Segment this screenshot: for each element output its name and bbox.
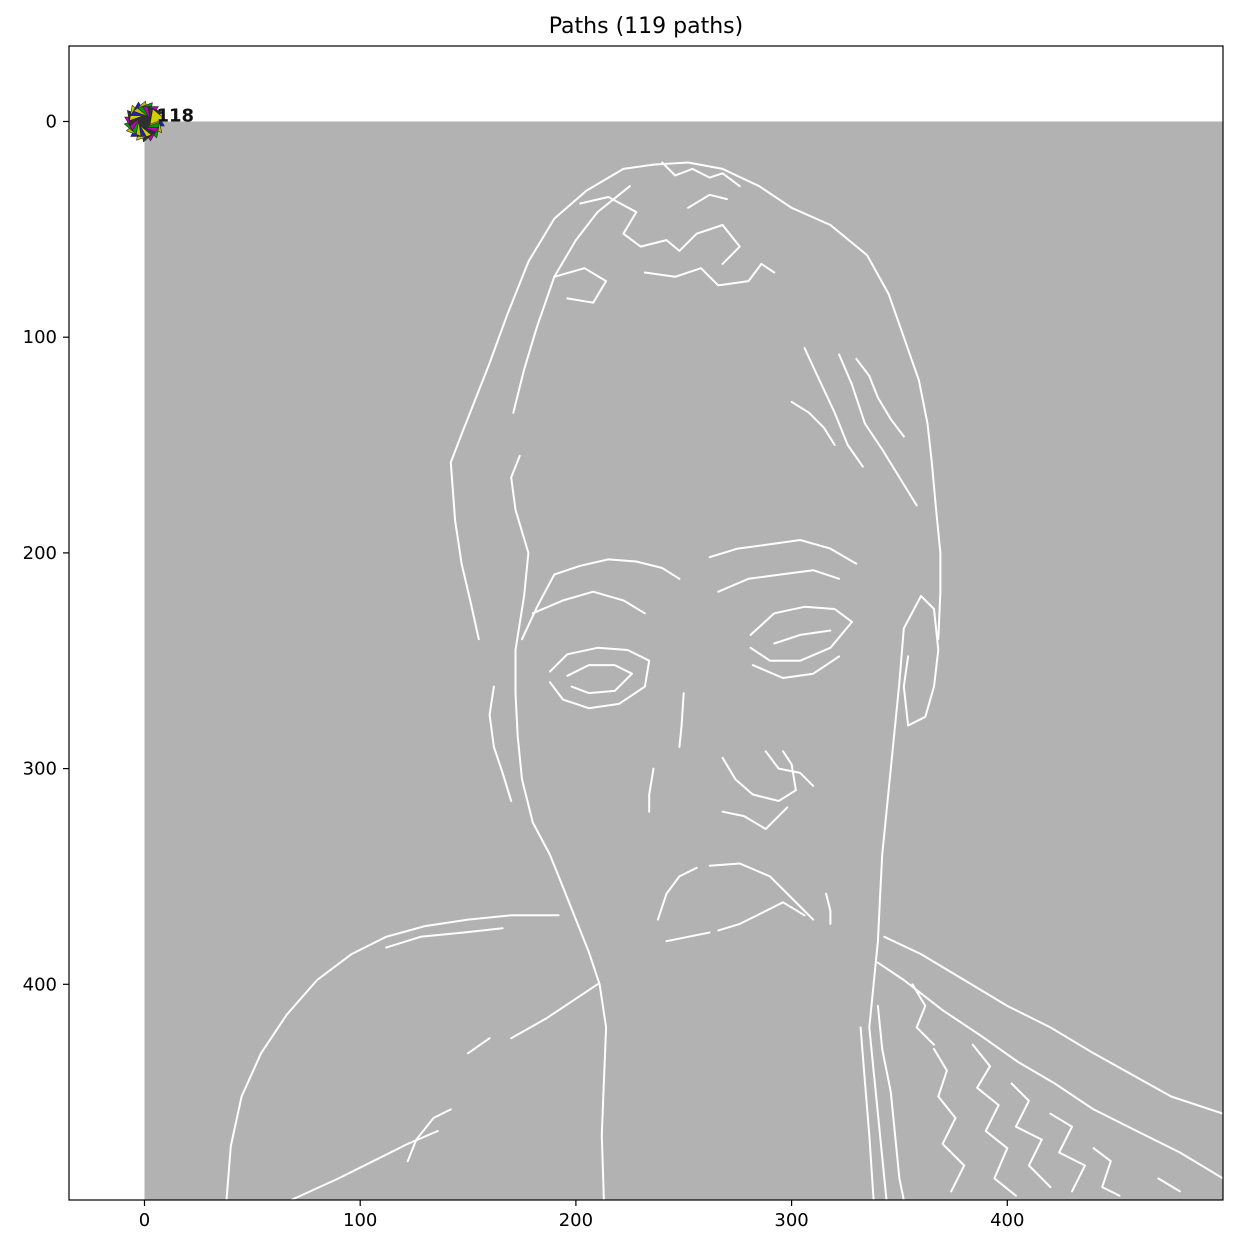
edge-path-head-right [652, 161, 942, 641]
edge-path-torso-line [876, 1004, 905, 1200]
edge-path-nose-left [648, 767, 655, 813]
edge-path-shoulder-left-2 [385, 927, 504, 949]
edge-path-shirt-texture-6 [1092, 1147, 1121, 1197]
edge-path-lip-right [825, 892, 832, 925]
image-background [144, 121, 1223, 1200]
edge-path-arm-left-2 [406, 1108, 452, 1163]
y-tick-label: 0 [46, 111, 57, 132]
edge-path-hair-curl-2 [553, 267, 608, 304]
edge-path-hair-right-2 [803, 347, 864, 468]
edge-path-hair-curl-1 [579, 196, 741, 265]
edge-path-shirt-texture-3 [1010, 1082, 1052, 1189]
edge-path-brow-left-2 [531, 590, 646, 615]
x-tick-label: 200 [559, 1210, 593, 1231]
edge-path-arm-left [290, 1130, 439, 1200]
edge-path-shoulder-right [883, 935, 1223, 1115]
x-tick-label: 400 [990, 1210, 1024, 1231]
edge-path-eye-left-inner [566, 664, 633, 695]
edge-path-mouth-lower [717, 901, 806, 932]
edge-path-mouth-right [708, 862, 815, 921]
edge-path-nose-right [721, 750, 797, 802]
edge-path-shirt-texture-4 [1049, 1112, 1086, 1193]
edge-path-face-right [868, 627, 905, 1200]
edge-path-eye-right-outer [749, 605, 853, 662]
edge-path-shirt-texture-5 [911, 983, 935, 1046]
edge-path-nose-bridge [678, 692, 685, 748]
edge-path-eye-left-outer [549, 646, 651, 710]
start-marker-center [138, 115, 151, 128]
edge-paths [225, 161, 1223, 1200]
axes-frame [68, 45, 1224, 1201]
start-marker-label: 118 [156, 105, 194, 126]
edge-path-chin-left [665, 931, 711, 943]
edge-path-hair-right-3 [790, 400, 836, 446]
edge-path-hair-curl-4 [687, 193, 728, 209]
x-axis: 0 100 200 300 400 [139, 1200, 1024, 1231]
edge-path-nose-side [764, 750, 815, 787]
edge-path-eye-right-lower [751, 655, 841, 679]
plot-area: 118 [68, 45, 1224, 1201]
edge-path-mouth-left [656, 866, 698, 921]
chart-title: Paths (119 paths) [549, 14, 743, 39]
edge-path-brow-left [521, 558, 681, 641]
edge-path-brow-right [708, 539, 858, 565]
y-tick-label: 200 [23, 543, 57, 564]
edge-path-brow-right-2 [717, 569, 841, 593]
edge-path-shirt-texture-1 [933, 1048, 966, 1193]
edge-path-collar-left [510, 983, 599, 1040]
edge-path-collar-left-2 [467, 1037, 491, 1055]
edge-path-nose-tip [721, 806, 789, 830]
edge-path-shirt-texture-2 [971, 1043, 1017, 1197]
path-start-markers: 118 [123, 100, 194, 143]
x-tick-label: 100 [343, 1210, 377, 1231]
y-tick-label: 300 [23, 759, 57, 780]
edge-path-hair-curl-3 [643, 262, 776, 287]
edge-path-face-left [510, 454, 608, 1200]
edge-path-head-left [449, 163, 655, 641]
edge-path-torso-line-2 [859, 1026, 875, 1200]
edge-path-ear-left [488, 685, 513, 802]
edge-path-shoulder-right-2 [876, 961, 1223, 1180]
y-tick-label: 100 [23, 327, 57, 348]
x-tick-label: 0 [139, 1210, 150, 1231]
edge-path-shoulder-left [225, 914, 560, 1200]
edge-path-hair-top [661, 161, 741, 188]
edge-path-ear-right [902, 595, 940, 727]
start-marker [149, 108, 166, 125]
x-tick-label: 300 [774, 1210, 808, 1231]
edge-path-shirt-edge [1157, 1177, 1181, 1193]
edge-path-hair-right-4 [855, 357, 905, 438]
edge-path-eye-right-inner [773, 629, 832, 645]
y-axis: 0 100 200 300 400 [23, 111, 69, 995]
edge-path-hair-right-1 [838, 353, 918, 507]
y-tick-label: 400 [23, 974, 57, 995]
